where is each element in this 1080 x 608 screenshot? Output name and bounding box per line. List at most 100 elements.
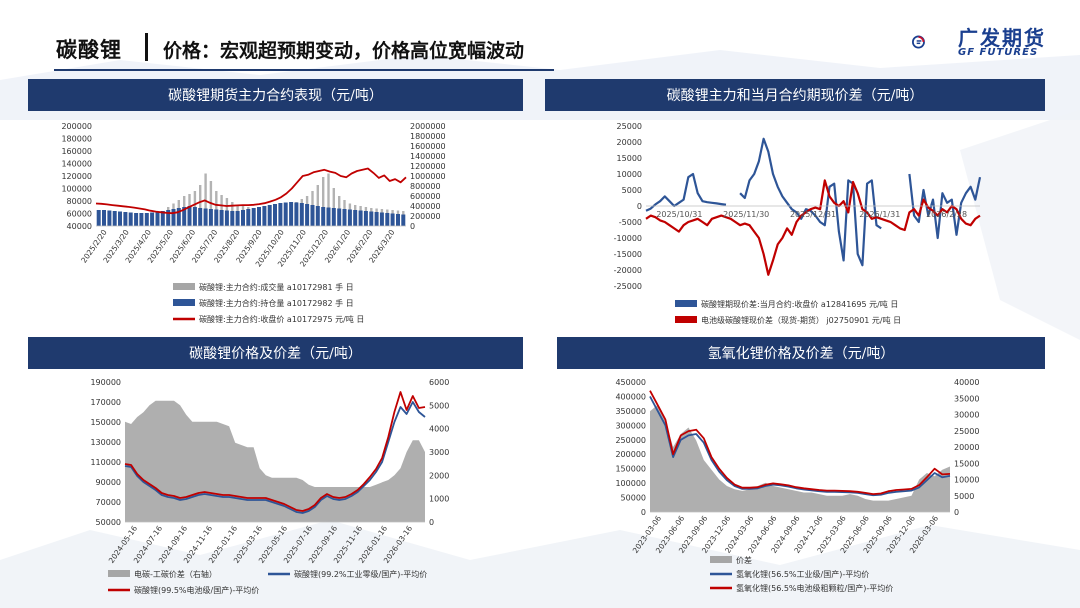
y-tick-label: 140000 xyxy=(61,160,92,169)
bar-mark xyxy=(294,202,299,226)
y-tick-label: 20000 xyxy=(617,138,642,147)
panel-header-basis: 碳酸锂主力和当月合约期现价差（元/吨） xyxy=(545,79,1045,111)
y-tick-label: 110000 xyxy=(90,458,121,467)
y-tick-label: 130000 xyxy=(90,438,121,447)
chart-basis: -25000 -20000 -15000 -10000 -5000 0 5000 10000 1… xyxy=(614,122,982,325)
y-right-tick-label: 35000 xyxy=(954,394,979,403)
bar-mark xyxy=(123,212,128,226)
bar-mark xyxy=(134,213,139,226)
logo-english: GF FUTURES xyxy=(958,47,1039,58)
bar-mark xyxy=(273,204,277,226)
bar-mark xyxy=(401,214,406,226)
bar-mark xyxy=(204,173,207,226)
bar-mark xyxy=(241,210,245,226)
x-tick-label: 2026/1/31 xyxy=(859,210,900,219)
line-series xyxy=(649,395,951,497)
bar-mark xyxy=(347,209,352,226)
y-right-tick-label: 600000 xyxy=(410,192,441,201)
panel-header-futures: 碳酸锂期货主力合约表现（元/吨） xyxy=(28,79,523,111)
bar-mark xyxy=(251,208,256,226)
line-series xyxy=(645,137,982,267)
y-right-tick-label: 6000 xyxy=(429,378,449,387)
bar-mark xyxy=(267,205,272,226)
x-tick-label: 2025/12/31 xyxy=(790,210,836,219)
bar-mark xyxy=(321,207,326,226)
y-tick-label: 200000 xyxy=(61,122,92,131)
title-underline xyxy=(54,69,554,71)
bar-mark xyxy=(305,204,310,226)
bar-mark xyxy=(199,185,202,226)
bar-mark xyxy=(374,212,379,226)
bar-mark xyxy=(289,202,294,226)
bar-mark xyxy=(160,211,165,226)
bar-mark xyxy=(192,207,197,226)
y-tick-label: -25000 xyxy=(614,282,642,291)
y-tick-label: -5000 xyxy=(619,218,642,227)
bar-mark xyxy=(299,203,304,226)
legend-swatch xyxy=(710,556,732,563)
bar-mark xyxy=(203,208,208,226)
y-right-tick-label: 1200000 xyxy=(410,162,446,171)
bar-mark xyxy=(283,202,288,226)
logo-chinese: 广发期货 xyxy=(958,26,1046,50)
line-series xyxy=(124,401,426,514)
y-tick-label: 400000 xyxy=(615,392,646,401)
bar-mark xyxy=(353,210,358,226)
page-subtitle: 价格：宏观超预期变动，价格高位宽幅波动 xyxy=(163,40,525,62)
y-tick-label: 190000 xyxy=(90,378,121,387)
bar-mark xyxy=(150,212,155,226)
y-right-tick-label: 40000 xyxy=(954,378,979,387)
bar-mark xyxy=(171,209,176,226)
y-tick-label: 90000 xyxy=(96,478,121,487)
y-right-tick-label: 1600000 xyxy=(410,142,446,151)
gf-logo-icon xyxy=(912,35,925,49)
y-right-tick-label: 0 xyxy=(429,518,434,527)
bar-mark xyxy=(187,206,192,226)
y-right-tick-label: 5000 xyxy=(954,492,974,501)
y-tick-label: 180000 xyxy=(61,135,92,144)
bar-mark xyxy=(102,210,106,226)
area-series xyxy=(650,404,950,512)
legend-label: 氢氧化锂(56.5%工业级/国产)-平均价 xyxy=(736,569,869,579)
y-right-tick-label: 3000 xyxy=(429,448,449,457)
chart-hydroxide-price: 0500001000001500002000002500003000003500… xyxy=(615,378,979,593)
y-tick-label: 0 xyxy=(637,202,642,211)
legend-label: 碳酸锂:主力合约:成交量 a10172981 手 日 xyxy=(199,282,354,292)
panel-header-hydroxide-price: 氢氧化锂价格及价差（元/吨） xyxy=(557,337,1045,369)
legend-label: 碳酸锂(99.2%工业零级/国产)-平均价 xyxy=(294,569,427,579)
bar-mark xyxy=(396,214,400,226)
bar-mark xyxy=(176,208,181,226)
y-right-tick-label: 10000 xyxy=(954,476,979,485)
y-tick-label: 160000 xyxy=(61,147,92,156)
bar-mark xyxy=(315,206,320,226)
bar-mark xyxy=(363,211,368,226)
y-tick-label: 100000 xyxy=(61,185,92,194)
y-right-tick-label: 0 xyxy=(410,222,415,231)
bar-mark xyxy=(112,211,117,226)
bar-mark xyxy=(327,173,330,226)
legend-label: 氢氧化锂(56.5%电池级粗颗粒/国产)-平均价 xyxy=(736,583,893,593)
y-tick-label: 200000 xyxy=(615,450,646,459)
bar-mark xyxy=(326,207,331,226)
bar-mark xyxy=(331,208,336,226)
bar-mark xyxy=(214,209,219,226)
bar-mark xyxy=(316,185,319,226)
y-tick-label: 50000 xyxy=(96,518,121,527)
legend-swatch xyxy=(173,299,195,306)
y-tick-label: 450000 xyxy=(615,378,646,387)
bar-mark xyxy=(322,177,325,226)
y-right-tick-label: 0 xyxy=(954,508,959,517)
title-divider xyxy=(145,33,148,61)
line-series xyxy=(95,167,407,215)
x-tick-label: 2025/11/30 xyxy=(723,210,769,219)
y-right-tick-label: 30000 xyxy=(954,411,979,420)
bar-mark xyxy=(208,209,213,226)
line-series xyxy=(645,179,981,276)
bar-mark xyxy=(390,213,395,226)
legend-label: 价差 xyxy=(736,555,752,565)
bar-mark xyxy=(278,203,283,226)
legend-label: 碳酸锂:主力合约:持仓量 a10172982 手 日 xyxy=(199,298,354,308)
bar-mark xyxy=(230,211,235,226)
legend-swatch xyxy=(108,570,130,577)
y-tick-label: 25000 xyxy=(617,122,642,131)
